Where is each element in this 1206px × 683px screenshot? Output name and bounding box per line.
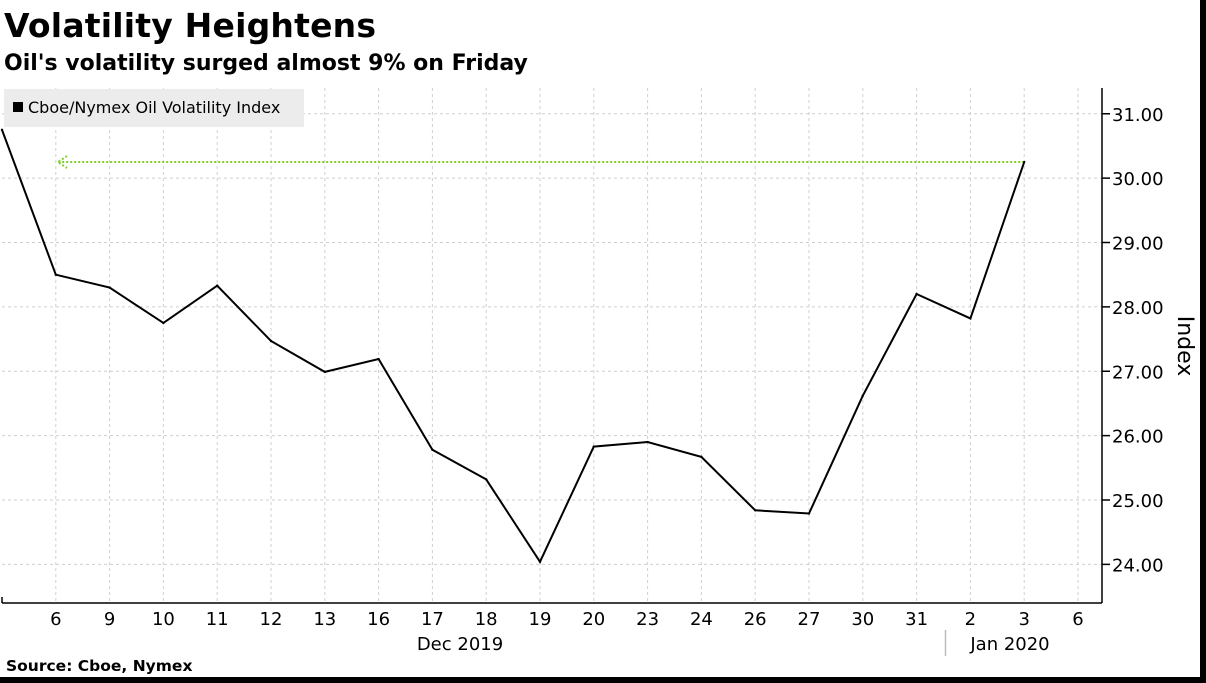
- series-line-oil-volatility: [1, 129, 1026, 564]
- x-tick-label: 23: [636, 609, 659, 630]
- x-tick-label: 3: [1018, 609, 1029, 630]
- data-point: [485, 478, 488, 481]
- x-tick-label: 13: [313, 609, 336, 630]
- x-tick-label: 6: [1072, 609, 1083, 630]
- x-tick-label: 31: [905, 609, 928, 630]
- x-tick-label: 10: [152, 609, 175, 630]
- data-point: [162, 321, 165, 325]
- data-point: [969, 317, 972, 320]
- x-tick-label: 11: [206, 609, 229, 630]
- axes: 31.00 30.00 29.00 28.00 27.00 26.00 25.00 24.00…: [1, 88, 1164, 656]
- series: [0, 128, 1026, 564]
- data-point: [861, 394, 864, 397]
- annotations: [56, 155, 1025, 169]
- y-tick-label: 25.00: [1112, 491, 1164, 512]
- data-point: [1022, 160, 1026, 164]
- x-tick-label: 2: [965, 609, 976, 630]
- period-label-dec-2019: Dec 2019: [417, 634, 503, 655]
- source-note: Source: Cboe, Nymex: [6, 657, 193, 675]
- data-point: [108, 286, 111, 289]
- x-tick-label: 16: [367, 609, 390, 630]
- y-tick-label: 30.00: [1112, 169, 1164, 190]
- y-tick-label: 24.00: [1112, 555, 1164, 576]
- data-point: [807, 512, 811, 515]
- data-point: [592, 445, 595, 448]
- y-tick-label: 26.00: [1112, 427, 1164, 448]
- data-point: [216, 284, 219, 287]
- x-tick-label: 12: [260, 609, 283, 630]
- x-tick-label: 30: [851, 609, 874, 630]
- data-point: [377, 357, 380, 361]
- data-point: [323, 370, 326, 374]
- data-point: [700, 455, 703, 459]
- data-point: [431, 448, 434, 451]
- x-tick-label: 19: [529, 609, 552, 630]
- data-point: [269, 339, 273, 343]
- x-tick-label: 20: [582, 609, 605, 630]
- chart-title: Volatility Heightens: [4, 6, 377, 45]
- data-point: [915, 292, 918, 296]
- data-point: [754, 509, 757, 512]
- x-tick-label: 26: [744, 609, 767, 630]
- data-point: [54, 273, 57, 276]
- data-point: [538, 560, 542, 563]
- legend-background: [4, 89, 304, 127]
- x-tick-label: 6: [50, 609, 61, 630]
- data-point: [646, 440, 649, 444]
- period-label-jan-2020: Jan 2020: [969, 634, 1049, 655]
- legend-swatch: [13, 102, 23, 112]
- y-axis-label: Index: [1172, 316, 1197, 377]
- y-tick-label: 28.00: [1112, 298, 1164, 319]
- chart-subtitle: Oil's volatility surged almost 9% on Fri…: [4, 51, 528, 76]
- x-tick-label: 18: [475, 609, 498, 630]
- data-point: [0, 128, 4, 132]
- x-tick-label: 24: [690, 609, 713, 630]
- x-tick-label: 27: [798, 609, 821, 630]
- legend-entry: Cboe/Nymex Oil Volatility Index: [28, 98, 280, 117]
- x-tick-label: 17: [421, 609, 444, 630]
- x-tick-label: 9: [104, 609, 115, 630]
- y-tick-label: 27.00: [1112, 362, 1164, 383]
- y-tick-label: 31.00: [1112, 105, 1164, 126]
- y-tick-label: 29.00: [1112, 234, 1164, 255]
- legend: Cboe/Nymex Oil Volatility Index: [4, 89, 304, 127]
- grid: [2, 88, 1102, 603]
